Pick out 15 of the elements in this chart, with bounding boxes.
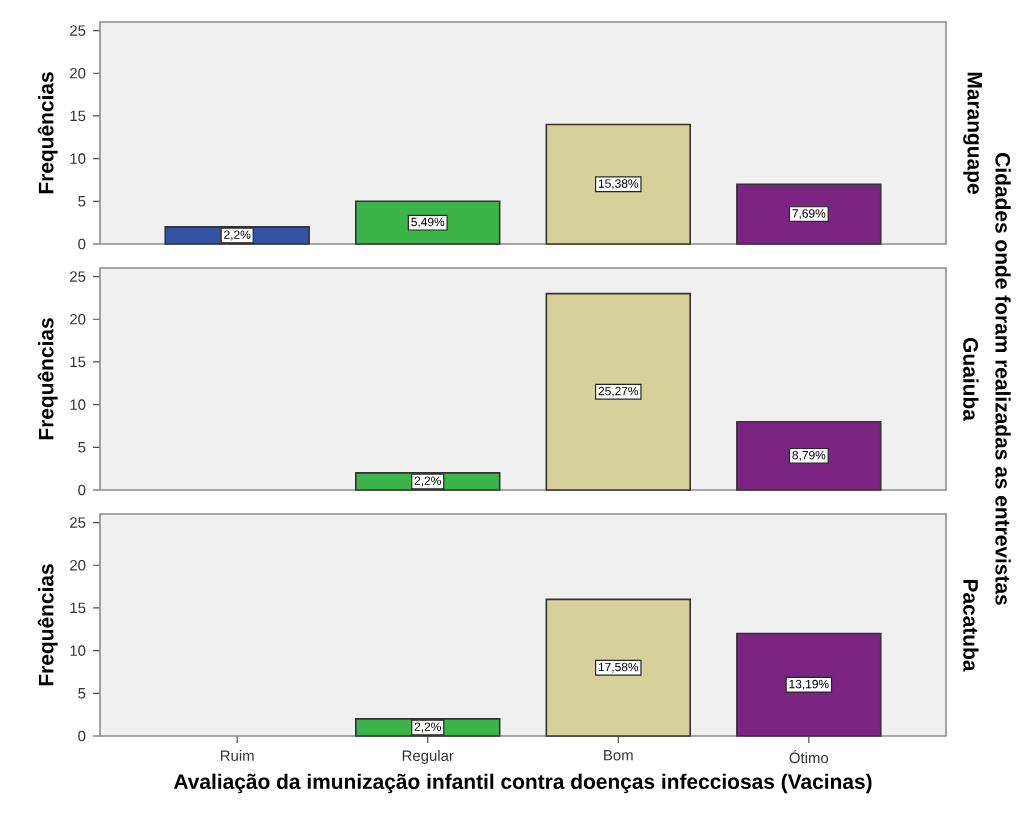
x-axis-title: Avaliação da imunização infantil contra doenças infecciosas (Vacinas) (173, 773, 872, 794)
y-axis-title: Frequências (37, 564, 58, 686)
bar (736, 183, 882, 245)
bar (736, 420, 882, 491)
y2-axis-title: Maranguape (963, 72, 982, 194)
text: Cidades onde foram realizadas as entrevistas (995, 153, 1011, 605)
y2-axis-title: Pacatuba (963, 579, 979, 672)
y-axis-title: Frequências (37, 72, 58, 194)
bar (736, 632, 882, 737)
bar (355, 200, 501, 245)
bar (545, 598, 691, 737)
bar (545, 292, 691, 491)
y2-axis-title: Guaiuba (963, 337, 979, 421)
bar (545, 123, 691, 245)
y-axis-title: Frequências (37, 318, 58, 440)
